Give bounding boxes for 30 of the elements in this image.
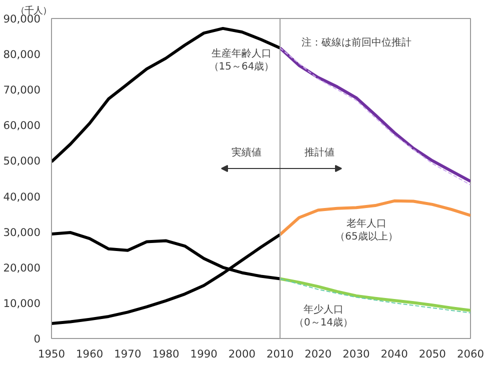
y-tick-label: 30,000 <box>3 226 41 239</box>
annotation: 注：破線は前回中位推計 <box>302 36 412 48</box>
annotation: 推計値 <box>304 146 334 158</box>
x-tick-label: 2040 <box>380 348 408 360</box>
line-series <box>52 233 282 326</box>
series-label: 年少人口（0～14歳） <box>294 303 354 328</box>
x-tick-label: 1960 <box>76 348 104 360</box>
x-tick-label: 2050 <box>418 348 446 360</box>
y-tick-label: 70,000 <box>3 84 41 97</box>
x-tick-label: 1950 <box>38 348 66 360</box>
x-tick-label: 2060 <box>456 348 484 360</box>
series-label: 老年人口（65歳以上） <box>335 217 398 242</box>
x-tick-label: 1970 <box>114 348 142 360</box>
y-tick-label: 40,000 <box>3 190 41 204</box>
y-axis-title: （千人） <box>16 6 52 16</box>
x-tick-label: 2030 <box>342 348 370 360</box>
series-label: 生産年齢人口（15～64歳） <box>208 47 274 72</box>
x-tick-label: 2010 <box>266 348 294 360</box>
y-tick-label: 10,000 <box>3 296 41 310</box>
x-tick-label: 1980 <box>152 348 180 360</box>
x-tick-label: 2000 <box>228 348 256 360</box>
y-tick-label: 60,000 <box>3 119 41 132</box>
line-series <box>52 26 282 164</box>
annotation: 実績値 <box>232 146 262 158</box>
y-tick-label: 50,000 <box>3 154 41 168</box>
y-tick-label: 20,000 <box>3 261 41 274</box>
y-tick-label: 80,000 <box>3 48 41 62</box>
x-tick-label: 2020 <box>304 348 332 360</box>
x-tick-label: 1990 <box>190 348 218 360</box>
y-tick-label: 0 <box>34 332 41 346</box>
